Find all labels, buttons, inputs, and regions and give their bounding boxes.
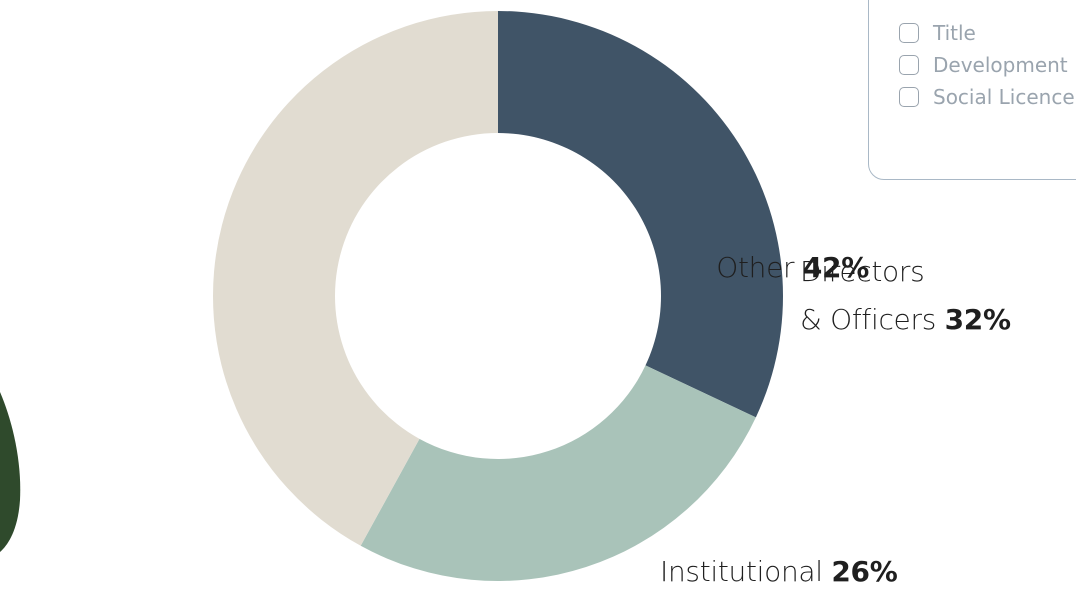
label-value: 26% — [831, 555, 897, 588]
filter-option[interactable]: Development — [899, 53, 1068, 77]
option-label: Title — [933, 21, 976, 45]
filter-panel: Title Development Social Licence — [868, 0, 1076, 180]
filter-option[interactable]: Social Licence — [899, 85, 1075, 109]
option-label: Social Licence — [933, 85, 1075, 109]
option-label: Development — [933, 53, 1068, 77]
donut-slice — [498, 11, 783, 417]
slice-label: Institutional 26% — [660, 548, 897, 596]
filter-option[interactable]: Title — [899, 21, 976, 45]
checkbox — [899, 23, 919, 43]
slice-label: Other 42% — [716, 244, 869, 292]
label-value: 42% — [803, 251, 869, 284]
label-name: Institutional — [660, 555, 823, 588]
page: TitleDevelopmentSocial Licence (() => { … — [0, 0, 1076, 591]
photo-blob — [0, 392, 20, 552]
label-value: 32% — [945, 303, 1011, 336]
checkbox — [899, 55, 919, 75]
checkbox — [899, 87, 919, 107]
label-name: Other — [716, 251, 794, 284]
